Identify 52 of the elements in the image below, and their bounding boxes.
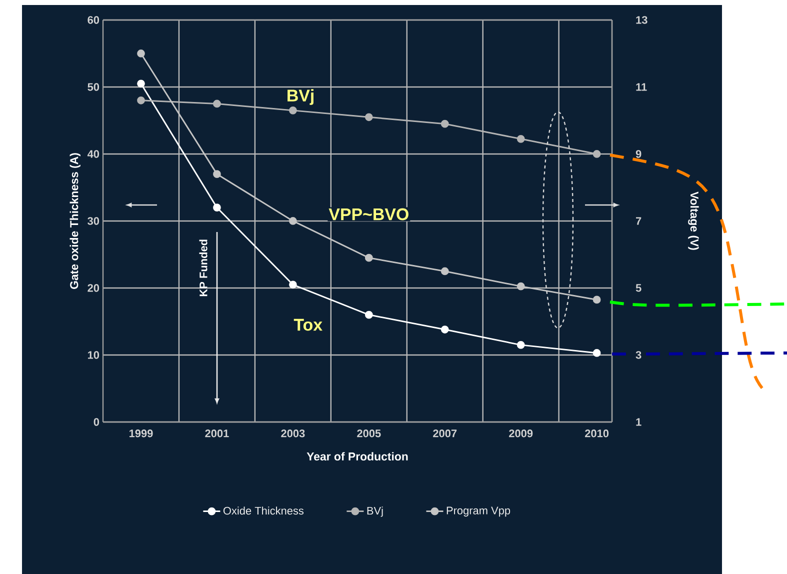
x-axis-title: Year of Production (306, 452, 408, 461)
point (288, 280, 297, 289)
y2-tick-label: 3 (636, 351, 642, 359)
legend-label: Program Vpp (446, 506, 510, 517)
y2-axis-title: Voltage (V) (688, 192, 699, 250)
annotation: KP Funded (199, 240, 208, 296)
legend-label: Oxide Thickness (223, 506, 304, 515)
point (288, 106, 297, 114)
point (137, 50, 145, 58)
point (364, 254, 373, 262)
point (213, 170, 221, 178)
y2-tick-label: 1 (636, 418, 642, 426)
y-tick-label: 60 (88, 16, 100, 24)
point (440, 267, 449, 276)
x-tick-label: 2003 (281, 430, 305, 438)
point (516, 340, 525, 349)
annotation: BVj (288, 89, 314, 105)
point (213, 204, 221, 212)
x-tick-label: 2007 (433, 430, 457, 438)
point (137, 96, 145, 104)
point (592, 349, 601, 357)
point (516, 282, 525, 290)
y2-tick-label: 9 (636, 150, 642, 158)
point (516, 134, 525, 143)
point (592, 150, 601, 158)
point (364, 310, 373, 319)
point (288, 217, 297, 225)
y-tick-label: 30 (88, 217, 100, 225)
y-tick-label: 20 (88, 284, 100, 292)
y-tick-label: 10 (88, 351, 100, 359)
y-tick-label: 0 (94, 418, 100, 426)
point (592, 296, 601, 304)
x-tick-label: 2001 (205, 430, 229, 438)
x-tick-label: 2005 (357, 430, 381, 438)
point (137, 80, 145, 88)
annotation: Tox (294, 318, 322, 331)
y2-tick-label: 7 (636, 217, 642, 225)
y2-tick-label: 13 (636, 16, 648, 24)
point (364, 113, 373, 122)
x-tick-label: 2010 (584, 430, 609, 438)
x-tick-label: 1999 (129, 430, 153, 438)
legend-label: BVj (367, 506, 383, 517)
y-tick-label: 40 (87, 150, 100, 158)
y-tick-label: 50 (88, 83, 100, 91)
y2-tick-label: 11 (636, 83, 647, 91)
x-tick-label: 2009 (509, 430, 533, 438)
point (440, 120, 449, 128)
y-axis-title: Gate oxide Thickness (A) (70, 153, 80, 289)
y2-tick-label: 5 (636, 284, 642, 292)
point (213, 100, 221, 108)
annotation: VPP~BVO (328, 208, 408, 220)
point (440, 326, 449, 334)
